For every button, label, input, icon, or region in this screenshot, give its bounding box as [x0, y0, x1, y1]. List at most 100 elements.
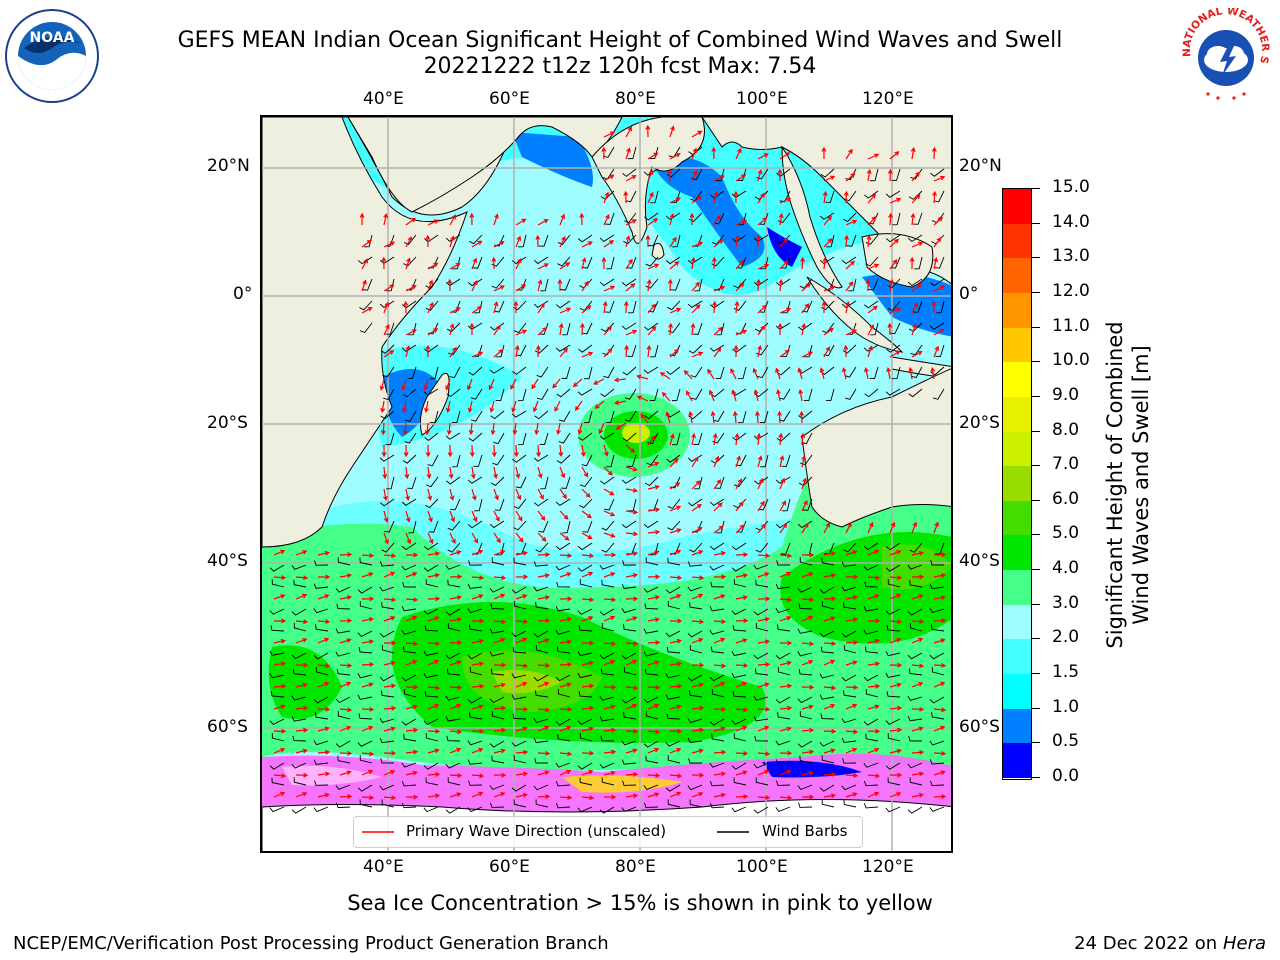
- wind-barb: [667, 498, 681, 509]
- wind-barb: [600, 668, 615, 676]
- wave-direction-arrow: [405, 217, 416, 226]
- wave-direction-arrow: [911, 792, 924, 798]
- colorbar-tick-label: 6.0: [1052, 488, 1080, 509]
- wave-direction-arrow: [867, 521, 874, 534]
- wind-barb: [578, 691, 593, 698]
- wave-direction-arrow: [823, 215, 832, 226]
- wave-direction-arrow: [889, 662, 903, 668]
- wave-direction-arrow: [713, 525, 724, 534]
- wave-direction-arrow: [515, 681, 528, 688]
- wave-direction-arrow: [667, 278, 673, 292]
- wind-barb: [841, 674, 857, 682]
- wind-barb: [577, 564, 593, 572]
- wave-direction-arrow: [581, 726, 594, 732]
- wave-direction-arrow: [867, 549, 880, 556]
- wave-direction-arrow: [845, 617, 859, 623]
- colorbar-tick: [1032, 777, 1040, 778]
- wind-barb: [907, 234, 923, 243]
- wave-direction-arrow: [449, 703, 462, 710]
- wave-direction-arrow: [823, 522, 830, 534]
- wave-direction-arrow: [602, 300, 608, 314]
- wind-barb: [819, 256, 835, 265]
- wave-direction-arrow: [559, 532, 570, 541]
- colorbar-tick-label: 8.0: [1052, 419, 1080, 440]
- wind-barb: [489, 784, 505, 790]
- wave-direction-arrow: [405, 285, 417, 292]
- wind-barb: [731, 234, 747, 243]
- wind-barb: [430, 366, 439, 380]
- wind-barb: [645, 278, 659, 289]
- wave-direction-arrow: [383, 795, 397, 801]
- wind-barb: [470, 388, 483, 400]
- wave-direction-arrow: [801, 323, 807, 336]
- wind-barb: [579, 476, 593, 488]
- wave-direction-arrow: [889, 151, 900, 160]
- wind-barb: [690, 366, 703, 378]
- wave-direction-arrow: [449, 595, 463, 600]
- wind-barb: [383, 388, 395, 400]
- wind-barb: [710, 581, 725, 588]
- wave-direction-arrow: [669, 197, 681, 204]
- wind-barb: [451, 410, 461, 424]
- wind-barb: [688, 410, 703, 420]
- wind-barb: [733, 476, 747, 488]
- wave-direction-arrow: [559, 795, 573, 800]
- wind-barb: [775, 806, 791, 812]
- wave-direction-arrow: [691, 748, 704, 754]
- wave-direction-arrow: [427, 488, 433, 501]
- wave-direction-arrow: [405, 641, 419, 647]
- wind-barb: [775, 476, 791, 484]
- wave-direction-arrow: [361, 596, 375, 602]
- wind-barb: [533, 718, 549, 724]
- wind-barb: [621, 583, 637, 589]
- wind-barb: [446, 322, 461, 333]
- wave-direction-arrow: [661, 391, 671, 402]
- wind-barb: [666, 366, 681, 375]
- wind-barb: [689, 602, 703, 610]
- wave-direction-arrow: [823, 238, 833, 248]
- wave-direction-arrow: [665, 411, 671, 424]
- wind-barb: [842, 344, 857, 354]
- wind-barb: [885, 718, 901, 725]
- wave-direction-arrow: [823, 793, 837, 799]
- wave-direction-arrow: [822, 256, 828, 270]
- wave-direction-arrow: [361, 725, 374, 732]
- wave-direction-arrow: [757, 572, 770, 578]
- wave-direction-arrow: [405, 257, 411, 270]
- wave-direction-arrow: [691, 351, 704, 358]
- wave-direction-arrow: [647, 703, 660, 710]
- wave-direction-arrow: [867, 683, 881, 689]
- wind-barb: [687, 737, 703, 743]
- wind-barb: [269, 806, 285, 813]
- colorbar-segment: [1003, 189, 1031, 224]
- wind-barb: [841, 630, 857, 638]
- colorbar-segment: [1003, 292, 1031, 328]
- wind-barb: [863, 606, 879, 612]
- wind-barb: [754, 322, 769, 332]
- wave-direction-arrow: [625, 659, 638, 666]
- wave-direction-arrow: [647, 191, 654, 204]
- wave-direction-arrow: [669, 704, 682, 710]
- wave-direction-arrow: [845, 522, 852, 534]
- wind-barb: [511, 410, 527, 418]
- wave-direction-arrow: [383, 726, 396, 732]
- wind-barb: [907, 564, 923, 570]
- wind-barb: [869, 366, 879, 379]
- wind-barb: [623, 212, 637, 224]
- wave-direction-arrow: [559, 751, 573, 757]
- wind-barb: [489, 586, 505, 593]
- wind-barb: [402, 388, 417, 398]
- wave-direction-arrow: [932, 190, 938, 204]
- wave-direction-arrow: [427, 748, 440, 754]
- wind-barb: [665, 784, 681, 792]
- wave-direction-arrow: [669, 153, 681, 160]
- wind-barb: [710, 646, 725, 654]
- wind-barb: [687, 300, 703, 308]
- wind-barb: [907, 278, 923, 287]
- wind-barb: [797, 696, 813, 704]
- wave-direction-arrow: [537, 750, 551, 756]
- wave-direction-arrow: [405, 329, 417, 336]
- wave-direction-arrow: [581, 795, 595, 801]
- wind-barb: [473, 454, 483, 467]
- wind-barb: [757, 366, 769, 379]
